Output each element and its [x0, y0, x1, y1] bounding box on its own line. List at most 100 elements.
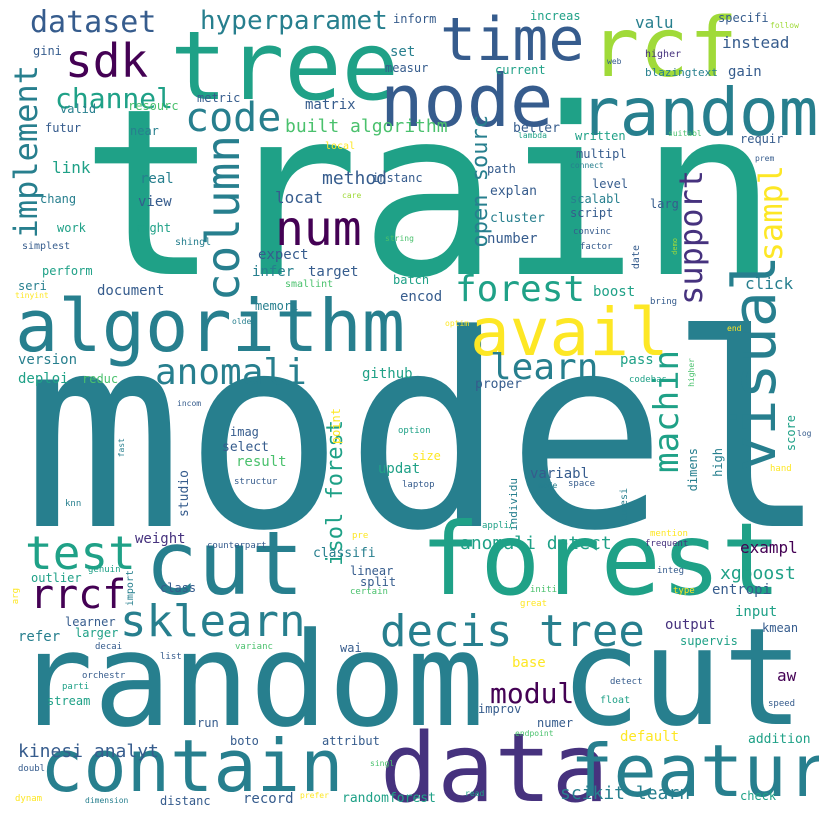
word-real: real — [140, 171, 174, 187]
word-multipl: multipl — [576, 147, 627, 161]
word-certain: certain — [350, 587, 388, 597]
word-tinyint: tinyint — [15, 291, 49, 300]
word-learner: learner — [65, 615, 116, 629]
word-hand: hand — [770, 464, 792, 474]
word-implement: implement — [7, 65, 45, 239]
word-demo: demo — [671, 238, 679, 255]
word-wai: wai — [340, 641, 362, 655]
word-resourc: resourc — [128, 99, 179, 113]
word-memori: memori — [255, 299, 299, 313]
word-simplest: simplest — [22, 241, 71, 252]
word-supervis: supervis — [680, 634, 738, 648]
word-larger: larger — [75, 626, 119, 640]
word-bring: bring — [650, 297, 678, 307]
word-inform: inform — [393, 12, 437, 26]
word-refer: refer — [18, 629, 61, 645]
word-train: train — [80, 59, 779, 329]
word-dataset: dataset — [30, 5, 157, 40]
word-random-2: random — [580, 74, 819, 151]
word-mode: mode — [538, 481, 558, 490]
word-set: set — [390, 44, 416, 60]
word-incom: incom — [177, 399, 202, 408]
word-reduc: reduc — [82, 372, 119, 386]
word-kinesi: kinesi — [619, 488, 630, 525]
word-rcf: rcf — [590, 1, 739, 96]
word-test: test — [25, 526, 136, 580]
word-explan: explan — [490, 184, 537, 199]
word-linear: linear — [350, 564, 394, 578]
word-knn: knn — [65, 499, 82, 509]
word-connect: connect — [570, 161, 604, 170]
word-great: great — [520, 599, 548, 609]
word-list: list — [160, 652, 182, 662]
word-featur: featur — [570, 729, 819, 813]
word-speed: speed — [768, 699, 796, 709]
word-check: check — [740, 789, 777, 803]
word-record: record — [243, 791, 294, 807]
word-script: script — [570, 206, 614, 220]
word-tree: tree — [170, 12, 399, 122]
word-base: base — [512, 655, 546, 671]
word-option: option — [398, 426, 431, 436]
word-orchestr: orchestr — [82, 671, 126, 681]
word-type: type — [673, 586, 695, 596]
word-code: code — [185, 95, 282, 141]
word-instanc: instanc — [372, 171, 423, 185]
word-sdk: sdk — [65, 34, 149, 88]
word-integ: integ — [657, 566, 685, 576]
word-convinc: convinc — [573, 227, 611, 237]
word-decai: decai — [95, 642, 123, 652]
word-suitabl: suitabl — [668, 129, 702, 138]
word-increas: increas — [530, 9, 581, 23]
word-built-algorithm: built algorithm — [285, 116, 448, 137]
word-specifi: specifi — [718, 11, 769, 25]
word-improv: improv — [478, 702, 522, 716]
word-requir: requir — [740, 132, 784, 146]
word-forest-2: forest — [455, 269, 586, 310]
word-click: click — [745, 274, 794, 293]
word-randomforest: randomforest — [342, 791, 436, 806]
word-size: size — [412, 449, 441, 463]
word-run: run — [197, 716, 219, 730]
word-level: level — [592, 177, 629, 191]
word-anomali-detect: anomali detect — [460, 533, 612, 554]
word-forest: forest — [420, 501, 782, 618]
word-codebas: codebas — [629, 375, 667, 385]
word-random: random — [15, 604, 485, 756]
word-older: older — [232, 317, 257, 326]
word-variabl: variabl — [530, 466, 590, 482]
word-exampl: exampl — [740, 538, 798, 557]
word-node: node — [380, 59, 554, 143]
word-data: data — [380, 714, 609, 819]
word-space: space — [568, 479, 596, 489]
word-expect: expect — [258, 247, 309, 263]
word-link: link — [52, 158, 91, 177]
word-frequent: frequent — [645, 539, 689, 549]
word-machin: machin — [647, 350, 687, 473]
word-entropi: entropi — [712, 582, 772, 598]
word-avail: avail — [470, 294, 669, 371]
word-weight: weight — [135, 531, 186, 547]
word-perform: perform — [42, 264, 93, 278]
word-infer: infer — [252, 264, 295, 280]
word-right: right — [135, 221, 172, 235]
word-aw: aw — [777, 666, 797, 685]
word-work: work — [57, 221, 86, 235]
word-path: path — [487, 162, 516, 176]
word-high: high — [711, 448, 725, 477]
word-import: import — [125, 570, 136, 607]
word-scalabl: scalabl — [570, 192, 621, 206]
word-counterpart: counterpart — [207, 541, 267, 551]
word-encod: encod — [400, 289, 443, 305]
word-xgboost: xgboost — [720, 563, 796, 584]
word-factor: factor — [580, 242, 613, 252]
word-prem: prem — [755, 154, 775, 163]
word-applic: applic — [482, 521, 515, 531]
word-initi: initi — [530, 585, 558, 595]
word-current: current — [495, 63, 546, 77]
word-result: result — [236, 454, 287, 470]
word-string: string — [385, 234, 414, 243]
word-futur: futur — [45, 121, 82, 135]
word-dimens: dimens — [686, 448, 700, 492]
word-score: score — [784, 415, 798, 452]
